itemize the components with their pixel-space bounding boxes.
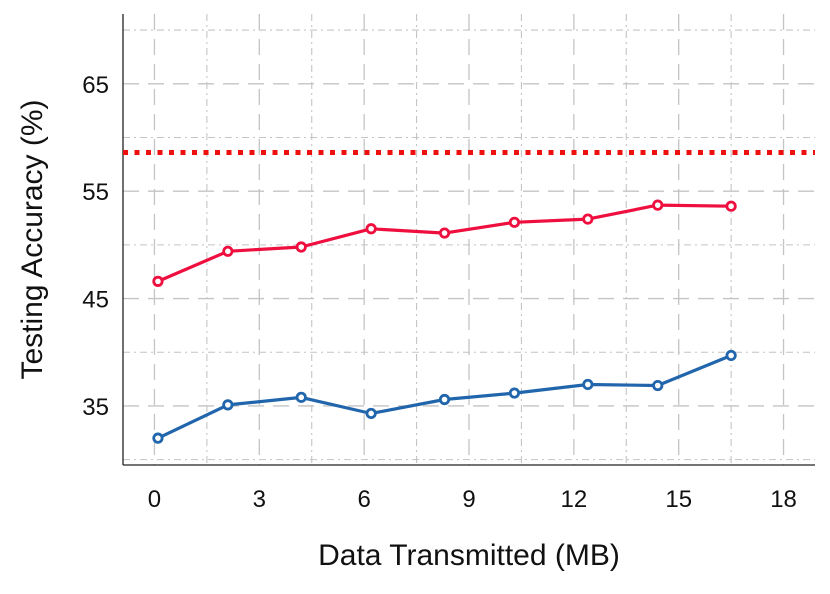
- series-1: [152, 199, 737, 287]
- y-tick-label: 35: [82, 394, 109, 421]
- data-point: [508, 387, 521, 399]
- x-tick-label: 15: [665, 486, 692, 513]
- x-tick-label: 12: [560, 486, 587, 513]
- grid: [123, 14, 815, 465]
- data-point: [222, 399, 234, 411]
- x-tick-label: 9: [462, 486, 475, 513]
- data-point: [582, 213, 594, 225]
- y-tick-label: 45: [82, 287, 109, 314]
- data-point: [295, 391, 307, 403]
- data-point: [438, 227, 451, 239]
- series-2: [152, 349, 737, 444]
- data-point: [652, 199, 664, 211]
- data-point: [152, 275, 164, 287]
- data-point: [365, 407, 377, 420]
- data-point: [725, 349, 737, 362]
- series-group: [152, 199, 737, 444]
- x-tick-label: 3: [253, 486, 266, 513]
- data-point: [222, 245, 234, 257]
- axes: [122, 14, 815, 466]
- data-point: [295, 241, 307, 253]
- data-point: [365, 223, 377, 235]
- data-point: [725, 200, 737, 212]
- data-point: [508, 216, 521, 228]
- x-tick-labels: 0 3 6 9 12 15 18: [148, 486, 797, 513]
- x-tick-label: 6: [357, 486, 370, 513]
- x-axis-title: Data Transmitted (MB): [318, 539, 620, 572]
- series-line: [156, 203, 733, 283]
- y-tick-labels: 35 45 55 65: [82, 72, 109, 421]
- data-point: [438, 393, 451, 406]
- x-tick-label: 0: [148, 486, 161, 513]
- x-tick-label: 18: [770, 486, 797, 513]
- y-axis-title: Testing Accuracy (%): [16, 99, 49, 379]
- data-point: [582, 378, 594, 391]
- y-tick-label: 65: [82, 72, 109, 99]
- data-point: [152, 432, 164, 444]
- data-point: [652, 379, 664, 392]
- y-tick-label: 55: [82, 179, 109, 206]
